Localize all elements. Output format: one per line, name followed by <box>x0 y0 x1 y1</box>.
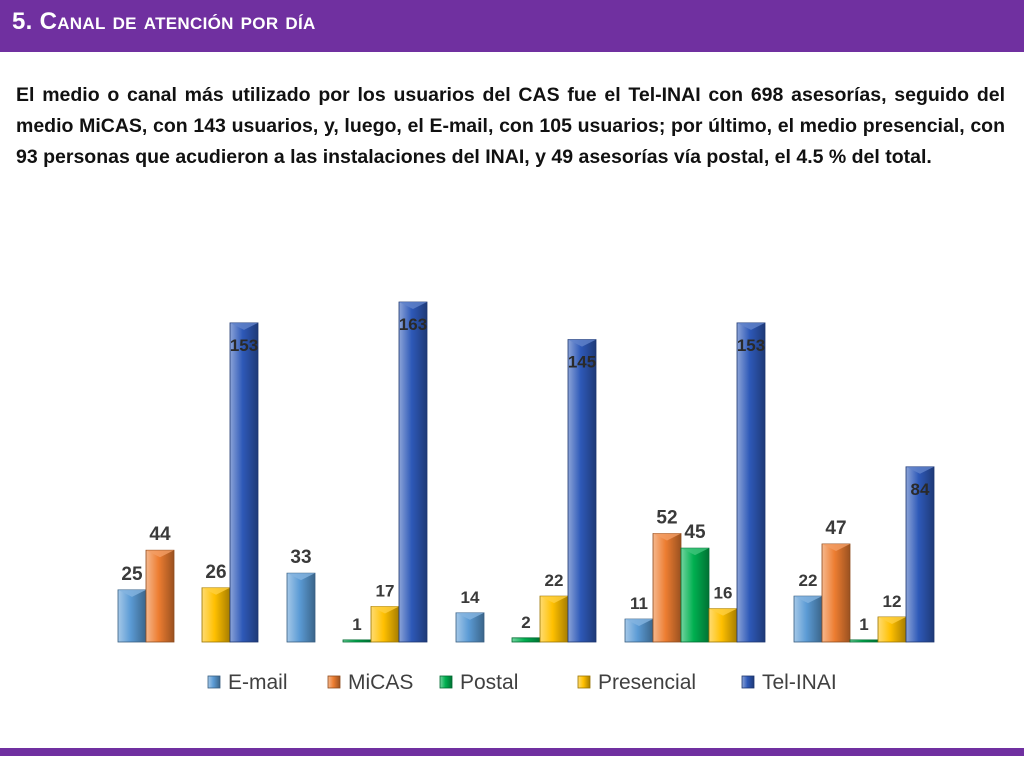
data-label: 47 <box>825 518 846 539</box>
legend: E-mail MiCAS Postal Presencial Tel-INAI <box>207 671 837 694</box>
data-label: 25 <box>121 564 143 585</box>
bar-e-mail-5 <box>793 595 823 643</box>
data-label: 26 <box>205 562 226 583</box>
bar-tel-inai-5 <box>905 466 935 643</box>
data-label: 44 <box>149 524 171 545</box>
bar-chart: 2544261533311716314222145115245161532247… <box>117 301 935 694</box>
data-label: 145 <box>568 353 596 372</box>
data-label: 153 <box>230 336 258 355</box>
bar-cap <box>202 587 230 595</box>
data-label: 12 <box>883 592 902 611</box>
legend-swatch-e-mail <box>207 675 221 689</box>
data-label: 45 <box>684 522 706 543</box>
bar-cap <box>146 550 174 558</box>
bar-postal-4 <box>680 547 710 643</box>
data-labels-layer: 2544261533311716314222145115245161532247… <box>121 315 930 634</box>
legend-swatch-postal <box>439 675 453 689</box>
data-label: 2 <box>521 613 530 632</box>
legend-label-presencial: Presencial <box>598 671 696 694</box>
data-label: 1 <box>352 615 361 634</box>
bar-cap <box>287 573 315 581</box>
data-label: 22 <box>799 571 818 590</box>
legend-label-tel-inai: Tel-INAI <box>762 671 837 694</box>
bar-cap <box>568 339 596 347</box>
data-label: 163 <box>399 315 427 334</box>
bar-cap <box>681 548 709 556</box>
bar-cap <box>653 533 681 541</box>
data-label: 33 <box>290 547 311 568</box>
bar-tel-inai-1 <box>229 322 259 643</box>
bar-cap <box>625 619 653 627</box>
bar-micas-5 <box>821 543 851 643</box>
bar-cap <box>230 322 258 330</box>
bars-layer <box>117 301 935 643</box>
bar-e-mail-2 <box>286 572 316 643</box>
data-label: 17 <box>376 582 395 601</box>
data-label: 14 <box>461 588 480 607</box>
bar-cap <box>737 322 765 330</box>
bar-cap <box>118 589 146 597</box>
bar-cap <box>540 596 568 604</box>
bar-tel-inai-4 <box>736 322 766 643</box>
footer-bar <box>0 748 1024 756</box>
bar-cap <box>399 302 427 310</box>
legend-swatch-presencial <box>577 675 591 689</box>
legend-swatch-micas <box>327 675 341 689</box>
bar-cap <box>794 596 822 604</box>
title-bar: 5. Canal de atención por día <box>0 0 1024 52</box>
bar-presencial-1 <box>201 587 231 643</box>
bar-cap <box>878 616 906 624</box>
data-label: 16 <box>714 584 733 603</box>
data-label: 11 <box>630 594 648 613</box>
bar-cap <box>456 612 484 620</box>
bar-tel-inai-2 <box>398 301 428 643</box>
legend-swatch-tel-inai <box>741 675 755 689</box>
bar-e-mail-1 <box>117 589 147 643</box>
bar-cap <box>709 608 737 616</box>
data-label: 1 <box>859 615 868 634</box>
legend-label-e-mail: E-mail <box>228 671 288 694</box>
summary-paragraph: El medio o canal más utilizado por los u… <box>16 84 1005 168</box>
bar-micas-4 <box>652 533 682 643</box>
bar-tel-inai-3 <box>567 339 597 643</box>
bar-cap <box>906 466 934 474</box>
bar-postal-3 <box>511 637 541 643</box>
bar-micas-1 <box>145 549 175 643</box>
data-label: 153 <box>737 336 765 355</box>
legend-label-micas: MiCAS <box>348 671 413 694</box>
bar-postal-5 <box>849 639 879 643</box>
bar-cap <box>822 543 850 551</box>
bar-cap <box>371 606 399 614</box>
data-label: 84 <box>911 480 930 499</box>
data-label: 22 <box>545 571 564 590</box>
bar-postal-2 <box>342 639 372 643</box>
data-label: 52 <box>656 508 677 529</box>
slide-title: 5. Canal de atención por día <box>12 8 316 35</box>
legend-label-postal: Postal <box>460 671 518 694</box>
